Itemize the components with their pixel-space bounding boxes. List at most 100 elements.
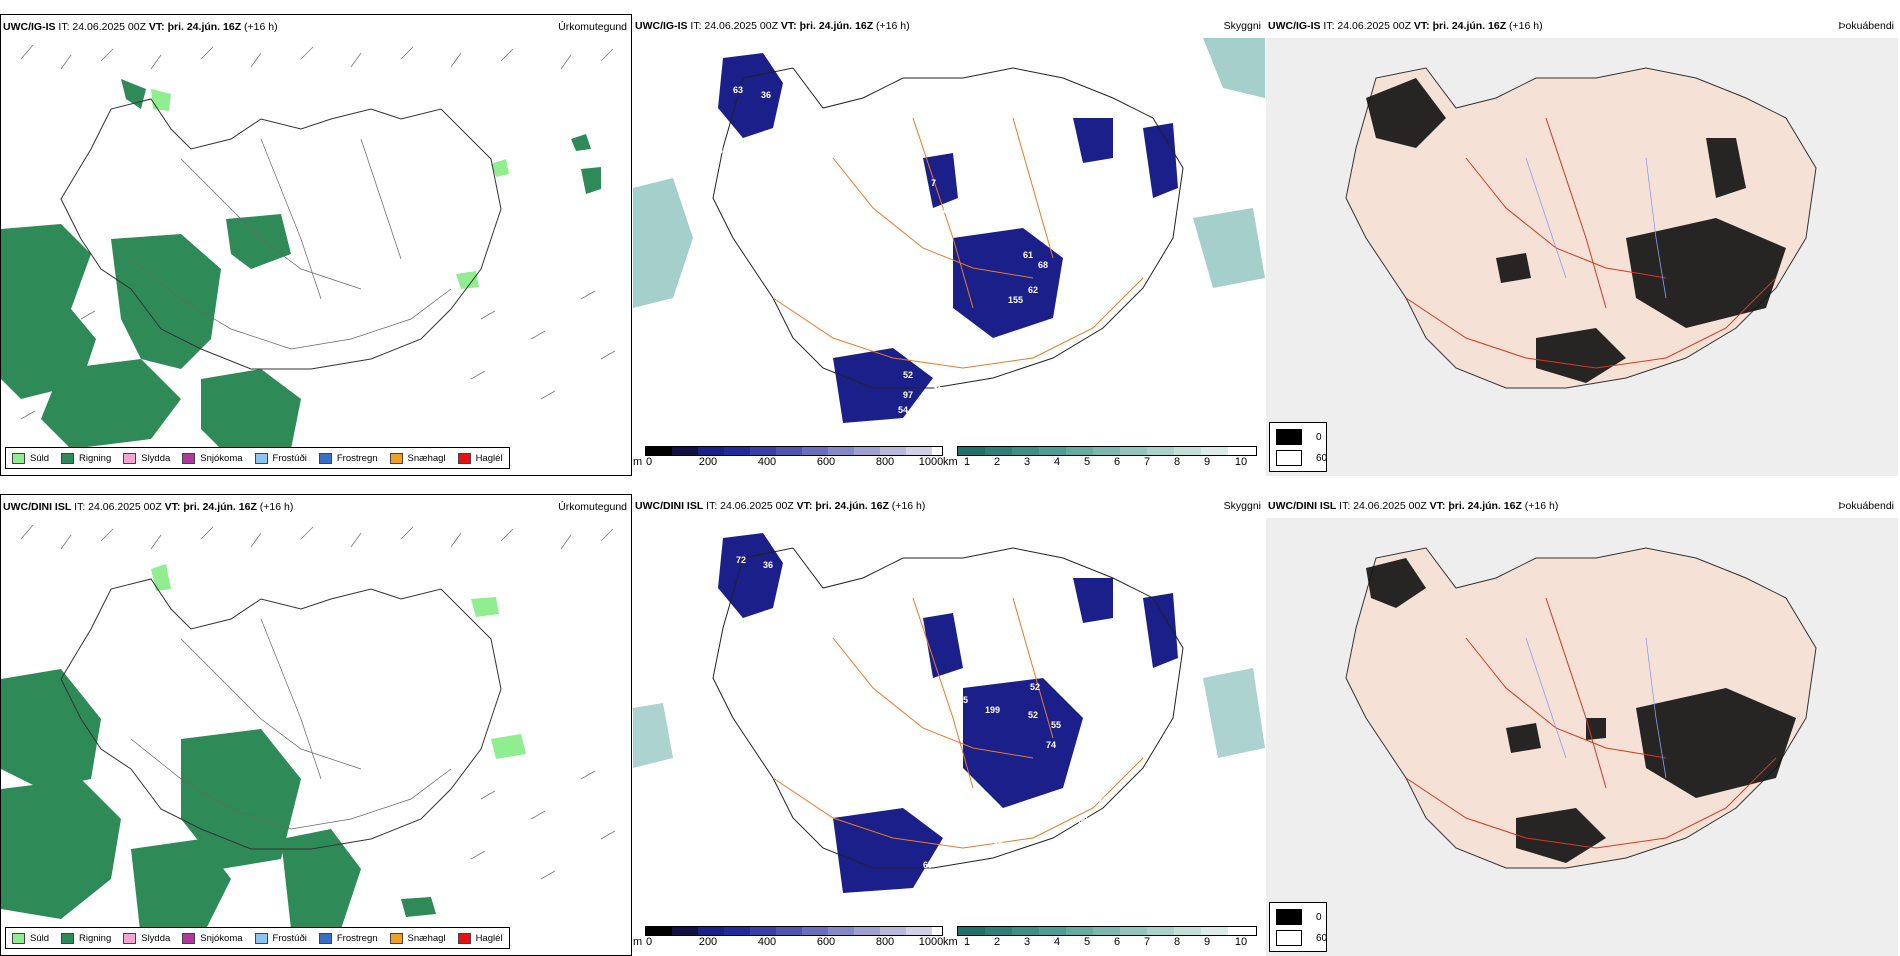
fog-min-label: 0	[1316, 911, 1322, 923]
ceiling-value-label: 62	[1123, 178, 1133, 188]
ceiling-value-label: 58	[788, 140, 798, 150]
ceiling-value-label: 29	[693, 718, 703, 728]
fog-areas	[1366, 78, 1786, 383]
fog-map	[1266, 518, 1898, 956]
valid-time: þri. 24.jún. 16Z	[1448, 500, 1522, 512]
ceiling-tick: 200	[698, 936, 718, 948]
ceiling-tick: 400	[757, 936, 777, 948]
legend-label: Slydda	[141, 452, 171, 464]
ceiling-value-label: 36	[763, 560, 773, 570]
iceland-outline	[60, 578, 502, 850]
legend-swatch	[389, 932, 403, 944]
visibility-tick: 6	[1113, 936, 1121, 948]
drizzle-areas	[151, 564, 526, 759]
legend-item-rigning: Rigning	[61, 452, 112, 464]
fog-swatch-white	[1276, 450, 1302, 466]
ceiling-value-label: 43	[963, 402, 973, 412]
fog-map	[1266, 38, 1898, 476]
legend-label: Frostúði	[272, 932, 307, 944]
legend-label: Rigning	[79, 932, 112, 944]
legend-swatch	[12, 452, 25, 464]
panel-title: Skyggni	[1223, 500, 1261, 512]
legend-swatch	[182, 452, 196, 464]
visibility-colorbar: km 1 2 3 4 5 6 7 8 9 10	[943, 446, 1261, 470]
ceiling-value-label: 51	[713, 605, 723, 615]
init-time: IT: 24.06.2025 00Z	[74, 501, 162, 513]
ceiling-value-label: 7	[931, 178, 936, 188]
legend-label: Snæhagl	[407, 932, 446, 944]
precip-map	[1, 44, 616, 459]
visibility-areas	[633, 38, 1265, 308]
legend-item-haglel: Haglél	[457, 452, 503, 464]
fog-swatch-black	[1276, 909, 1302, 925]
visibility-tick: 5	[1083, 936, 1091, 948]
ceiling-value-label: 52	[1028, 710, 1038, 720]
ceiling-areas	[718, 53, 1178, 423]
ceiling-unit: m	[633, 456, 643, 468]
fog-panel-igis: UWC/IG-IS IT: 24.06.2025 00Z VT: þri. 24…	[1266, 14, 1898, 476]
precip-panel-dini: UWC/DINI ISL IT: 24.06.2025 00Z VT: þri.…	[0, 494, 632, 956]
ceiling-value-label: 42	[718, 145, 728, 155]
legend-label: Frostregn	[336, 932, 378, 944]
vt-label: VT:	[1413, 20, 1430, 32]
ceiling-value-label: 52	[1013, 828, 1023, 838]
rain-areas	[1, 669, 436, 939]
visibility-tick: 8	[1173, 456, 1181, 468]
legend-label: Frostúði	[272, 452, 307, 464]
ceiling-value-label: 78	[1098, 795, 1108, 805]
init-time: IT: 24.06.2025 00Z	[1323, 20, 1411, 32]
ceiling-value-label: 61	[1023, 250, 1033, 260]
visibility-tick: 1	[963, 936, 971, 948]
ceiling-value-label: 52	[903, 370, 913, 380]
valid-time: þri. 24.jún. 16Z	[183, 501, 257, 513]
panel-title: Þokuábendi	[1838, 20, 1894, 32]
init-time: IT: 24.06.2025 00Z	[690, 20, 778, 32]
legend-item-frostudi: Frostúði	[254, 932, 307, 944]
ceiling-value-label: 57	[1133, 190, 1143, 200]
lead-time: (+16 h)	[891, 500, 926, 512]
precip-legend: Súld Rigning Slydda Snjókoma Frostúði Fr…	[5, 927, 510, 949]
panel-header: UWC/DINI ISL IT: 24.06.2025 00Z VT: þri.…	[3, 501, 293, 513]
ceiling-tick: 800	[875, 456, 895, 468]
visibility-tick: 2	[993, 456, 1001, 468]
ceiling-value-label: 45	[898, 890, 908, 900]
fog-min-label: 0	[1316, 431, 1322, 443]
rivers	[1525, 637, 1667, 779]
visibility-tick: 5	[1083, 456, 1091, 468]
legend-label: Haglél	[475, 452, 503, 464]
ceiling-tick: 600	[816, 456, 836, 468]
ceiling-colorbar: m 0 200 400 600 800 1000	[633, 926, 943, 950]
rain-areas	[1, 79, 601, 459]
iceland-outline	[712, 547, 1184, 869]
visibility-tick: 1	[963, 456, 971, 468]
legend-swatch	[182, 932, 196, 944]
model-name: UWC/DINI ISL	[3, 501, 72, 513]
panel-header: UWC/DINI ISL IT: 24.06.2025 00Z VT: þri.…	[1268, 500, 1558, 512]
ceiling-value-label: 72	[736, 555, 746, 565]
valid-time: þri. 24.jún. 16Z	[1432, 20, 1507, 32]
legend-item-snaehagl: Snæhagl	[389, 452, 446, 464]
ceiling-value-label: 50	[1138, 165, 1148, 175]
ceiling-tick: 0	[645, 936, 653, 948]
drizzle-areas	[151, 89, 509, 289]
ceiling-tick: 1000	[918, 936, 944, 948]
legend-label: Slydda	[141, 932, 171, 944]
ceiling-value-label: 200	[1093, 690, 1108, 700]
ceiling-value-label: 97	[903, 390, 913, 400]
ceiling-value-label: 155	[1008, 295, 1023, 305]
fog-panel-dini: UWC/DINI ISL IT: 24.06.2025 00Z VT: þri.…	[1266, 494, 1898, 956]
ceiling-value-label: 39	[1078, 796, 1088, 806]
model-name: UWC/IG-IS	[1268, 20, 1321, 32]
panel-header: UWC/IG-IS IT: 24.06.2025 00Z VT: þri. 24…	[3, 21, 278, 33]
vt-label: VT:	[1429, 500, 1446, 512]
legend-label: Rigning	[79, 452, 112, 464]
lead-time: (+16 h)	[1509, 20, 1543, 32]
ceiling-areas	[718, 533, 1178, 893]
legend-item-sudl: Súld	[12, 452, 49, 464]
vt-label: VT:	[780, 20, 797, 32]
visibility-tick: 6	[1113, 456, 1121, 468]
legend-label: Snjókoma	[200, 932, 243, 944]
iceland-outline	[60, 98, 502, 370]
lead-time: (+16 h)	[244, 21, 278, 33]
model-name: UWC/IG-IS	[3, 21, 56, 33]
